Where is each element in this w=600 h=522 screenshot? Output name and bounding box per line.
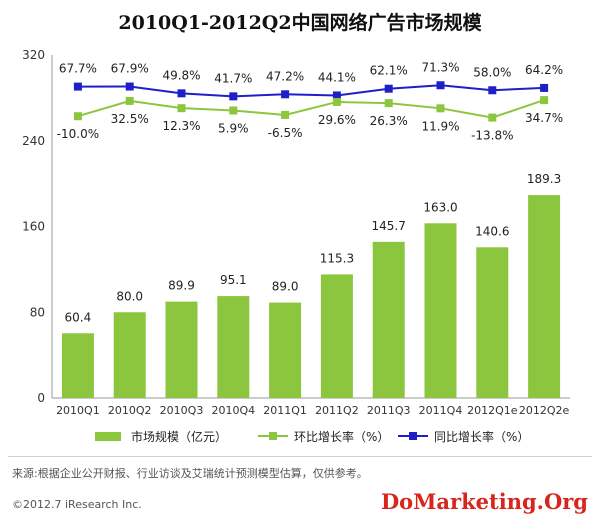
qoq-label: 34.7% [525,111,563,125]
yoy-label: 49.8% [162,68,200,82]
bar [528,195,561,398]
bar-value-label: 89.9 [168,279,195,293]
x-tick-label: 2010Q4 [211,404,255,417]
bar [269,302,302,398]
x-tick-label: 2011Q1 [263,404,307,417]
x-tick-label: 2011Q3 [367,404,411,417]
bar [424,223,457,398]
watermark-logo: DoMarketing.Org [380,489,588,514]
legend-qoq-label: 环比增长率（%） [294,429,389,444]
qoq-label: 29.6% [318,113,356,127]
x-tick-label: 2010Q2 [108,404,152,417]
bar [113,312,146,398]
chart-svg: 0 80 160 240 320 2010Q1 2010Q2 2010Q3 2010Q4 2011… [22,48,570,444]
y-tick-label: 80 [30,305,45,319]
qoq-marker [488,113,497,122]
bar [476,247,509,398]
qoq-marker [332,97,341,106]
y-tick-label: 0 [37,391,45,405]
bar-value-label: 95.1 [220,273,247,287]
footer-divider [8,456,592,457]
legend-yoy-label: 同比增长率（%） [434,429,529,444]
qoq-label: -6.5% [268,126,303,140]
x-tick-label: 2011Q4 [419,404,463,417]
qoq-label: 5.9% [218,121,249,135]
yoy-marker [73,82,82,91]
copyright-text: ©2012.7 iResearch Inc. [12,498,142,511]
bar-value-label: 145.7 [372,219,406,233]
bar-value-label: 115.3 [320,251,354,265]
yoy-marker [332,91,341,100]
yoy-label: 41.7% [214,71,252,85]
qoq-marker [177,104,186,113]
yoy-label: 71.3% [421,60,459,74]
bar-value-label: 89.0 [272,280,299,294]
qoq-marker [436,104,445,113]
qoq-marker [384,99,393,108]
bar-value-label: 60.4 [65,310,92,324]
legend-bar-swatch [95,432,121,441]
y-tick-label: 320 [22,48,45,62]
x-tick-label: 2012Q1e [467,404,518,417]
yoy-label: 44.1% [318,70,356,84]
legend-qoq-marker [269,432,277,440]
qoq-label: -10.0% [57,127,99,141]
x-tick-label: 2012Q2e [519,404,570,417]
bar-value-label: 140.6 [475,224,509,238]
yoy-label: 64.2% [525,63,563,77]
yoy-label: 67.7% [59,62,97,76]
yoy-label: 58.0% [473,65,511,79]
bar-value-label: 80.0 [116,289,143,303]
qoq-label: 12.3% [162,119,200,133]
qoq-label: 26.3% [370,114,408,128]
qoq-marker [281,110,290,119]
yoy-line [77,84,545,98]
qoq-label: 32.5% [111,112,149,126]
qoq-marker [229,106,238,115]
yoy-label: 67.9% [111,62,149,76]
bar [165,301,198,398]
bar [320,274,353,398]
x-tick-label: 2010Q3 [160,404,204,417]
yoy-marker [488,86,497,95]
yoy-marker [177,89,186,98]
x-tick-label: 2010Q1 [56,404,100,417]
qoq-marker [125,96,134,105]
chart-title: 2010Q1-2012Q2中国网络广告市场规模 [118,12,482,34]
yoy-marker [436,81,445,90]
y-tick-label: 240 [22,134,45,148]
qoq-marker [73,112,82,121]
yoy-label: 62.1% [370,64,408,78]
bar [217,296,250,398]
source-note: 来源:根据企业公开财报、行业访谈及艾瑞统计预测模型估算，仅供参考。 [12,467,368,480]
yoy-marker [125,82,134,91]
yoy-marker [384,84,393,93]
yoy-marker [281,90,290,99]
yoy-label: 47.2% [266,69,304,83]
x-tick-label: 2011Q2 [315,404,359,417]
legend-yoy-marker [409,432,417,440]
bar-value-label: 189.3 [527,172,561,186]
bar [61,333,94,398]
legend-bar-label: 市场规模（亿元） [131,429,227,444]
y-tick-label: 160 [22,220,45,234]
qoq-marker [540,96,549,105]
qoq-label: -13.8% [471,129,513,143]
qoq-label: 11.9% [421,119,459,133]
yoy-marker [540,83,549,92]
yoy-marker [229,92,238,101]
qoq-line [77,99,545,119]
bar [372,241,405,398]
bar-value-label: 163.0 [423,200,457,214]
